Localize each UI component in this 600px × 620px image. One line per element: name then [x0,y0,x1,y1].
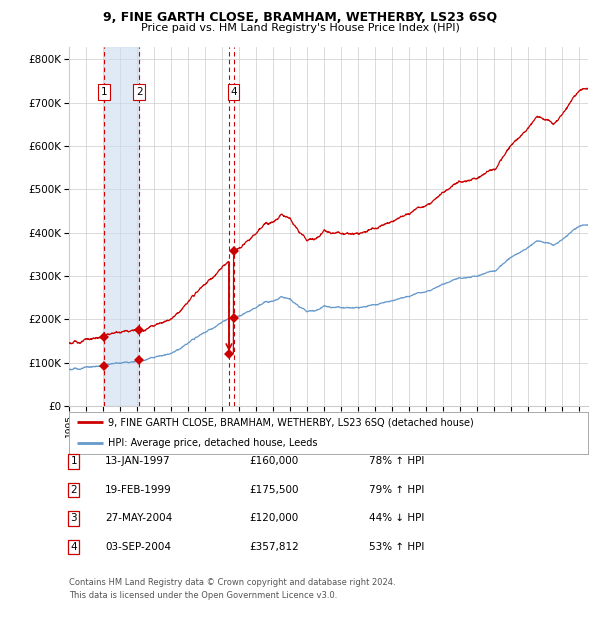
Text: £160,000: £160,000 [249,456,298,466]
Text: 27-MAY-2004: 27-MAY-2004 [105,513,172,523]
Text: 4: 4 [70,542,77,552]
Text: 9, FINE GARTH CLOSE, BRAMHAM, WETHERBY, LS23 6SQ (detached house): 9, FINE GARTH CLOSE, BRAMHAM, WETHERBY, … [108,417,473,427]
Text: £120,000: £120,000 [249,513,298,523]
Text: 9, FINE GARTH CLOSE, BRAMHAM, WETHERBY, LS23 6SQ: 9, FINE GARTH CLOSE, BRAMHAM, WETHERBY, … [103,11,497,24]
Text: 2: 2 [136,87,143,97]
Text: 78% ↑ HPI: 78% ↑ HPI [369,456,424,466]
Text: 13-JAN-1997: 13-JAN-1997 [105,456,170,466]
Text: This data is licensed under the Open Government Licence v3.0.: This data is licensed under the Open Gov… [69,591,337,600]
Text: £175,500: £175,500 [249,485,299,495]
Text: 4: 4 [230,87,237,97]
Text: 3: 3 [70,513,77,523]
Text: 1: 1 [70,456,77,466]
Text: £357,812: £357,812 [249,542,299,552]
Text: 2: 2 [70,485,77,495]
Text: 03-SEP-2004: 03-SEP-2004 [105,542,171,552]
Text: 53% ↑ HPI: 53% ↑ HPI [369,542,424,552]
Text: 1: 1 [100,87,107,97]
Bar [104,46,139,406]
Text: Price paid vs. HM Land Registry's House Price Index (HPI): Price paid vs. HM Land Registry's House … [140,23,460,33]
Text: HPI: Average price, detached house, Leeds: HPI: Average price, detached house, Leed… [108,438,317,448]
Text: Contains HM Land Registry data © Crown copyright and database right 2024.: Contains HM Land Registry data © Crown c… [69,578,395,588]
Text: 79% ↑ HPI: 79% ↑ HPI [369,485,424,495]
Text: 44% ↓ HPI: 44% ↓ HPI [369,513,424,523]
Text: 19-FEB-1999: 19-FEB-1999 [105,485,172,495]
